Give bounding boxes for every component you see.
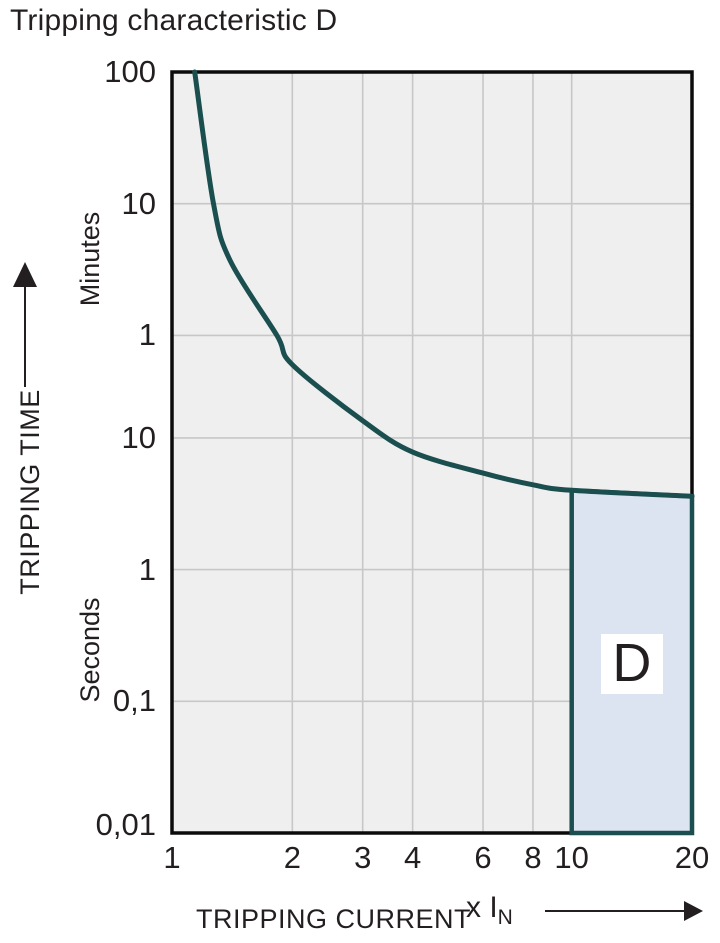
x-tick-label: 6 xyxy=(474,840,492,875)
y-tick-label: 0,1 xyxy=(112,683,156,719)
y-tick-label: 0,01 xyxy=(95,807,156,842)
x-multiplier-subscript: N xyxy=(497,906,513,929)
x-tick-label: 8 xyxy=(524,840,542,875)
y-axis-title: TRIPPING TIME xyxy=(15,389,45,595)
up-arrow-head xyxy=(13,262,37,287)
x-tick-label: 2 xyxy=(283,840,301,875)
right-arrow-line xyxy=(545,910,684,912)
x-multiplier-text: x I xyxy=(466,891,498,924)
x-tick-label: 3 xyxy=(354,840,372,875)
x-tick-label: 20 xyxy=(674,840,710,875)
right-arrow-head xyxy=(684,901,703,921)
tripping-curve xyxy=(192,69,695,499)
x-axis-multiplier: x IN xyxy=(466,891,513,930)
y-tick-label: 1 xyxy=(138,317,156,353)
x-tick-label: 10 xyxy=(554,840,589,875)
y-unit-seconds-label: Seconds xyxy=(75,597,105,703)
y-tick-label: 1 xyxy=(138,551,156,587)
plot-border xyxy=(170,70,694,835)
y-tick-label: 10 xyxy=(121,419,156,455)
y-unit-minutes-label: Minutes xyxy=(75,211,105,307)
up-arrow-line xyxy=(24,286,26,387)
region-label: D xyxy=(600,633,663,694)
x-tick-label: 1 xyxy=(163,840,181,875)
x-tick-label: 4 xyxy=(404,840,422,875)
chart-title: Tripping characteristic D xyxy=(10,4,338,37)
y-tick-label: 10 xyxy=(121,185,156,221)
x-axis-title: TRIPPING CURRENT xyxy=(196,904,472,934)
y-tick-label: 100 xyxy=(104,54,156,89)
